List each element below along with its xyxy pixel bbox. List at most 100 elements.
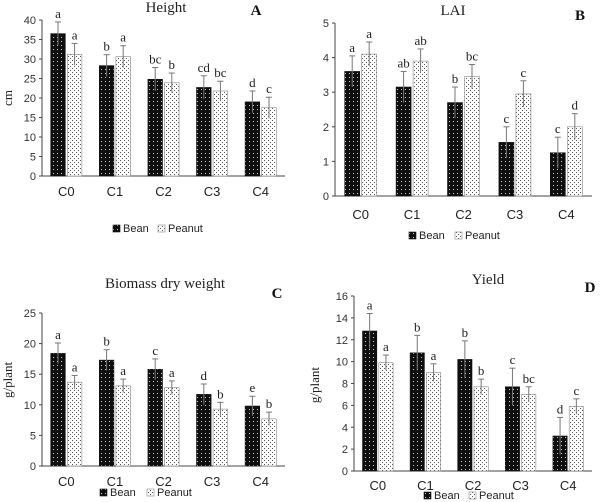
y-tick-label: 0: [30, 171, 36, 183]
significance-letter: a: [366, 26, 372, 41]
significance-letter: c: [555, 121, 561, 136]
y-tick-label: 14: [336, 313, 348, 325]
significance-letter: b: [169, 57, 176, 72]
bar-peanut: [464, 76, 480, 197]
significance-letter: b: [462, 325, 469, 340]
significance-letter: c: [152, 343, 158, 358]
legend-swatch-bean: [408, 231, 417, 240]
significance-letter: a: [72, 359, 78, 374]
y-tick-label: 0: [342, 466, 348, 478]
bar-peanut: [378, 362, 394, 472]
bar-peanut: [521, 394, 537, 472]
bar-peanut: [115, 385, 131, 467]
y-tick-label: 25: [24, 308, 36, 320]
x-tick-label: C0: [58, 474, 75, 489]
bar-bean: [244, 101, 260, 177]
legend-swatch-bean: [423, 491, 432, 500]
legend-label-bean: Bean: [123, 223, 149, 235]
y-tick-label: 30: [24, 54, 36, 66]
y-tick-label: 4: [323, 53, 329, 65]
bar-bean: [395, 86, 412, 197]
y-tick-label: 0: [30, 461, 36, 473]
legend-swatch-peanut: [157, 224, 166, 233]
y-tick-label: 15: [24, 113, 36, 125]
significance-letter: a: [349, 40, 355, 55]
significance-letter: d: [557, 401, 564, 416]
y-tick-label: 6: [342, 400, 348, 412]
legend-swatch-bean: [99, 488, 108, 497]
bar-bean: [50, 353, 66, 467]
y-tick-label: 8: [342, 379, 348, 391]
x-tick-label: C1: [107, 474, 124, 489]
significance-letter: cd: [198, 60, 211, 75]
significance-letter: a: [367, 298, 373, 313]
chart-panel-c: Biomass dry weight Cg/plant 0 5 10 15 20 25 C0 a a…: [0, 276, 285, 499]
significance-letter: bc: [523, 371, 536, 386]
x-tick-label: C3: [507, 207, 524, 222]
significance-letter: b: [103, 39, 110, 54]
chart-title: Height: [146, 0, 188, 16]
bar-bean: [344, 71, 361, 197]
bar-bean: [409, 352, 425, 472]
y-tick-label: 2: [323, 122, 329, 134]
y-axis-label: g/plant: [307, 367, 322, 403]
significance-letter: a: [169, 365, 175, 380]
significance-letter: b: [217, 386, 224, 401]
x-tick-label: C3: [512, 478, 529, 493]
bar-peanut: [115, 56, 131, 177]
y-tick-label: 12: [336, 335, 348, 347]
legend-label-peanut: Peanut: [465, 230, 500, 242]
bar-bean: [147, 78, 163, 177]
significance-letter: bc: [466, 49, 479, 64]
y-tick-label: 20: [24, 93, 36, 105]
chart-title: Biomass dry weight: [105, 276, 226, 292]
bar-bean: [196, 87, 212, 177]
significance-letter: b: [414, 319, 421, 334]
legend-label-bean: Bean: [419, 230, 445, 242]
panel-letter: C: [272, 286, 283, 302]
y-axis-label: g/plant: [0, 362, 15, 398]
chart-title: LAI: [441, 3, 466, 19]
legend-swatch-peanut: [468, 491, 477, 500]
bar-bean: [99, 65, 115, 177]
x-tick-label: C1: [404, 207, 421, 222]
y-axis-label: cm: [0, 90, 15, 106]
x-tick-label: C2: [455, 207, 472, 222]
significance-letter: c: [504, 111, 510, 126]
x-tick-label: C2: [465, 478, 482, 493]
legend-swatch-peanut: [146, 488, 155, 497]
x-tick-label: C2: [155, 184, 172, 199]
y-tick-label: 4: [342, 422, 348, 434]
panel-letter: B: [575, 8, 585, 24]
legend-label-bean: Bean: [434, 490, 460, 502]
significance-letter: a: [383, 339, 389, 354]
significance-letter: b: [266, 396, 273, 411]
significance-letter: b: [103, 334, 110, 349]
x-tick-label: C1: [417, 478, 434, 493]
x-tick-label: C4: [252, 474, 269, 489]
significance-letter: bc: [214, 65, 227, 80]
bar-peanut: [67, 54, 83, 177]
bar-peanut: [426, 372, 441, 472]
legend-label-peanut: Peanut: [479, 490, 514, 502]
significance-letter: bc: [149, 52, 162, 67]
chart-panel-d: Yield Dg/plant0246810121416C0aaC1baC2bbC3…: [307, 272, 596, 502]
bar-peanut: [412, 60, 429, 197]
significance-letter: c: [573, 383, 579, 398]
significance-letter: e: [250, 380, 256, 395]
bar-peanut: [212, 90, 228, 177]
bar-peanut: [473, 386, 489, 472]
y-tick-label: 20: [24, 339, 36, 351]
x-tick-label: C2: [155, 474, 172, 489]
bar-bean: [50, 33, 66, 177]
significance-letter: a: [120, 30, 126, 45]
panel-letter: D: [585, 280, 596, 296]
x-tick-label: C4: [252, 184, 269, 199]
significance-letter: a: [431, 348, 437, 363]
x-tick-label: C0: [352, 207, 369, 222]
bar-peanut: [67, 381, 83, 467]
significance-letter: b: [478, 363, 485, 378]
significance-letter: a: [55, 6, 61, 21]
